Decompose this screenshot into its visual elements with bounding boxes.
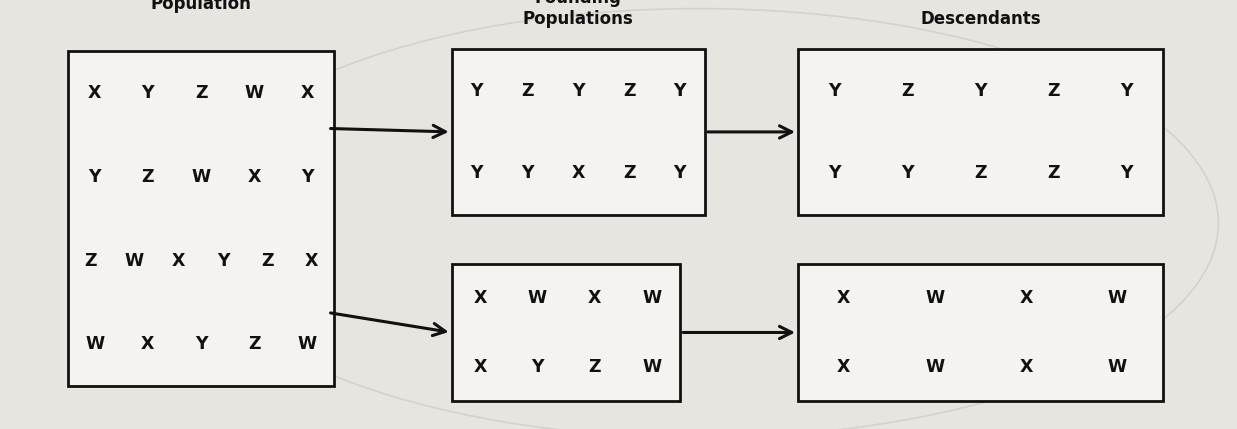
Text: W: W xyxy=(1107,358,1127,376)
Text: W: W xyxy=(925,358,944,376)
Text: X: X xyxy=(247,168,261,186)
Text: Descendants: Descendants xyxy=(920,10,1040,28)
FancyBboxPatch shape xyxy=(452,49,705,214)
Text: Y: Y xyxy=(571,82,585,100)
Text: X: X xyxy=(571,164,585,182)
Text: Z: Z xyxy=(247,335,261,353)
Text: Z: Z xyxy=(84,252,96,269)
Text: X: X xyxy=(836,358,850,376)
Text: Z: Z xyxy=(622,82,636,100)
Text: Z: Z xyxy=(1047,82,1060,100)
Text: Y: Y xyxy=(470,164,484,182)
FancyBboxPatch shape xyxy=(452,264,680,401)
Text: W: W xyxy=(125,252,143,269)
Text: Y: Y xyxy=(673,164,687,182)
Text: X: X xyxy=(88,85,101,102)
FancyBboxPatch shape xyxy=(68,51,334,386)
Text: X: X xyxy=(306,252,318,269)
Text: Y: Y xyxy=(194,335,208,353)
Text: X: X xyxy=(474,289,487,307)
Text: Z: Z xyxy=(521,82,534,100)
Text: Z: Z xyxy=(974,164,987,182)
Text: W: W xyxy=(245,85,263,102)
Text: W: W xyxy=(642,358,662,376)
Text: Y: Y xyxy=(88,168,101,186)
Text: Y: Y xyxy=(216,252,229,269)
Text: W: W xyxy=(192,168,210,186)
Text: X: X xyxy=(1019,289,1033,307)
Text: X: X xyxy=(301,85,314,102)
Text: Original
Population: Original Population xyxy=(151,0,251,13)
Text: Z: Z xyxy=(901,82,914,100)
Text: Y: Y xyxy=(470,82,484,100)
Text: W: W xyxy=(298,335,317,353)
Text: Y: Y xyxy=(1119,164,1133,182)
Text: Y: Y xyxy=(901,164,914,182)
Text: Z: Z xyxy=(589,358,601,376)
FancyBboxPatch shape xyxy=(798,264,1163,401)
Text: Z: Z xyxy=(1047,164,1060,182)
Text: X: X xyxy=(141,335,155,353)
Text: Z: Z xyxy=(261,252,273,269)
Text: X: X xyxy=(588,289,601,307)
Text: Founding
Populations: Founding Populations xyxy=(523,0,633,28)
Text: Z: Z xyxy=(141,168,155,186)
Text: Y: Y xyxy=(141,85,155,102)
FancyBboxPatch shape xyxy=(798,49,1163,214)
Text: X: X xyxy=(836,289,850,307)
Text: Y: Y xyxy=(1119,82,1133,100)
Text: W: W xyxy=(528,289,547,307)
Text: W: W xyxy=(925,289,944,307)
Text: Y: Y xyxy=(301,168,314,186)
Text: X: X xyxy=(172,252,186,269)
Text: Y: Y xyxy=(521,164,534,182)
Text: Y: Y xyxy=(828,164,841,182)
Text: W: W xyxy=(1107,289,1127,307)
Text: Y: Y xyxy=(531,358,543,376)
Text: Z: Z xyxy=(194,85,208,102)
Text: Y: Y xyxy=(974,82,987,100)
Text: X: X xyxy=(474,358,487,376)
Text: X: X xyxy=(1019,358,1033,376)
Text: Y: Y xyxy=(828,82,841,100)
Text: W: W xyxy=(85,335,104,353)
Text: Z: Z xyxy=(622,164,636,182)
Text: W: W xyxy=(642,289,662,307)
Text: Y: Y xyxy=(673,82,687,100)
